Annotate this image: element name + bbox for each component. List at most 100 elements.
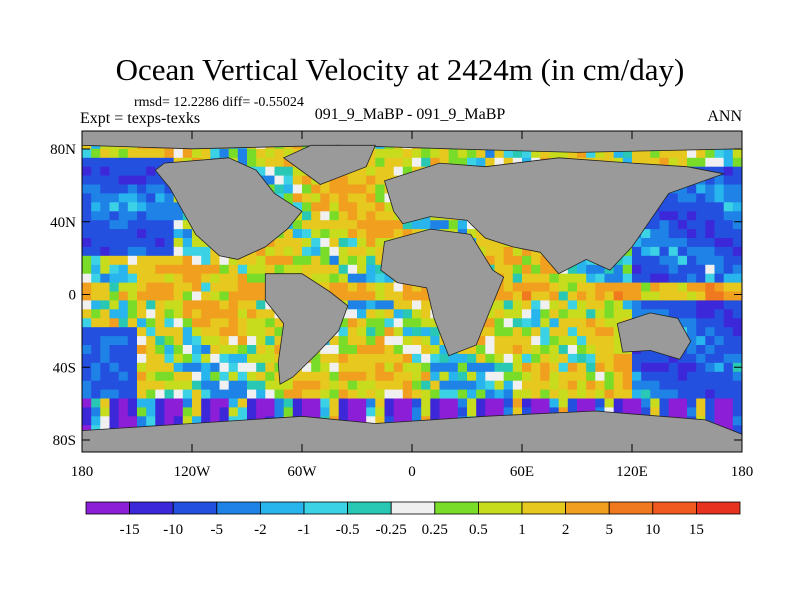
field-cell: [91, 389, 101, 400]
field-cell: [558, 389, 569, 400]
field-cell: [329, 211, 340, 221]
field-cell: [641, 300, 651, 310]
field-cell: [366, 318, 376, 328]
field-cell: [237, 345, 248, 355]
field-cell: [522, 318, 532, 328]
field-cell: [384, 211, 395, 221]
field-cell: [311, 238, 321, 248]
field-cell: [91, 291, 101, 301]
field-cell: [412, 318, 422, 328]
field-cell: [696, 229, 706, 239]
field-cell: [402, 166, 413, 177]
field-cell: [650, 238, 661, 248]
field-cell: [256, 318, 266, 328]
field-cell: [577, 309, 587, 319]
field-cell: [512, 327, 523, 337]
field-cell: [384, 407, 395, 417]
field-cell: [347, 309, 358, 319]
field-cell: [146, 371, 156, 382]
field-cell: [622, 389, 633, 400]
field-cell: [375, 345, 386, 355]
field-cell: [613, 300, 624, 310]
field-cell: [182, 327, 193, 337]
field-cell: [82, 157, 92, 168]
field-cell: [127, 166, 138, 177]
field-cell: [329, 220, 340, 230]
chart-subtitle: 091_9_MaBP - 091_9_MaBP: [314, 106, 506, 123]
field-cell: [237, 282, 248, 293]
field-cell: [127, 318, 138, 328]
field-cell: [127, 353, 138, 364]
field-cell: [375, 371, 386, 382]
field-cell: [118, 246, 129, 257]
field-cell: [247, 291, 257, 301]
field-cell: [714, 362, 725, 373]
field-cell: [540, 371, 551, 382]
field-cell: [723, 389, 734, 400]
field-cell: [512, 345, 523, 355]
field-cell: [375, 362, 386, 373]
field-cell: [247, 353, 257, 364]
field-cell: [82, 175, 92, 186]
field-cell: [210, 398, 221, 408]
field-cell: [292, 166, 303, 177]
field-cell: [357, 175, 367, 186]
field-cell: [347, 336, 358, 346]
field-cell: [91, 371, 101, 382]
field-cell: [329, 389, 340, 400]
field-cell: [732, 282, 742, 293]
field-cell: [540, 309, 551, 319]
field-cell: [659, 273, 670, 284]
field-cell: [146, 184, 156, 194]
field-cell: [558, 282, 569, 293]
field-cell: [237, 318, 248, 328]
field-cell: [109, 157, 120, 168]
field-cell: [512, 264, 523, 275]
field-cell: [540, 336, 551, 346]
field-cell: [100, 407, 111, 417]
field-cell: [503, 336, 514, 346]
field-cell: [622, 264, 633, 275]
field-cell: [531, 345, 541, 355]
field-cell: [448, 389, 459, 400]
field-cell: [604, 327, 615, 337]
field-cell: [650, 273, 661, 284]
field-cell: [265, 380, 276, 391]
field-cell: [677, 318, 688, 328]
field-cell: [714, 398, 725, 408]
field-cell: [522, 273, 532, 284]
field-cell: [219, 273, 230, 284]
field-cell: [677, 362, 688, 373]
field-cell: [732, 148, 742, 159]
field-cell: [723, 229, 734, 239]
field-cell: [173, 327, 184, 337]
field-cell: [393, 291, 404, 301]
field-cell: [228, 282, 239, 293]
field-cell: [311, 202, 321, 212]
colorbar-swatch: [216, 501, 261, 515]
field-cell: [127, 345, 138, 355]
field-cell: [146, 246, 156, 257]
field-cell: [338, 220, 349, 230]
field-cell: [338, 175, 349, 186]
field-cell: [82, 336, 92, 346]
field-cell: [100, 353, 111, 364]
field-cell: [137, 202, 147, 212]
field-cell: [82, 318, 92, 328]
field-cell: [155, 398, 166, 408]
field-cell: [705, 184, 716, 194]
field-cell: [439, 157, 450, 168]
field-cell: [622, 353, 633, 364]
field-cell: [91, 202, 101, 212]
field-cell: [137, 229, 147, 239]
field-cell: [182, 407, 193, 417]
field-cell: [91, 398, 101, 408]
field-cell: [109, 362, 120, 373]
field-cell: [457, 389, 468, 400]
field-cell: [82, 327, 92, 337]
field-cell: [641, 255, 651, 266]
field-cell: [384, 202, 395, 212]
field-cell: [127, 398, 138, 408]
field-cell: [357, 291, 367, 301]
field-cell: [82, 309, 92, 319]
